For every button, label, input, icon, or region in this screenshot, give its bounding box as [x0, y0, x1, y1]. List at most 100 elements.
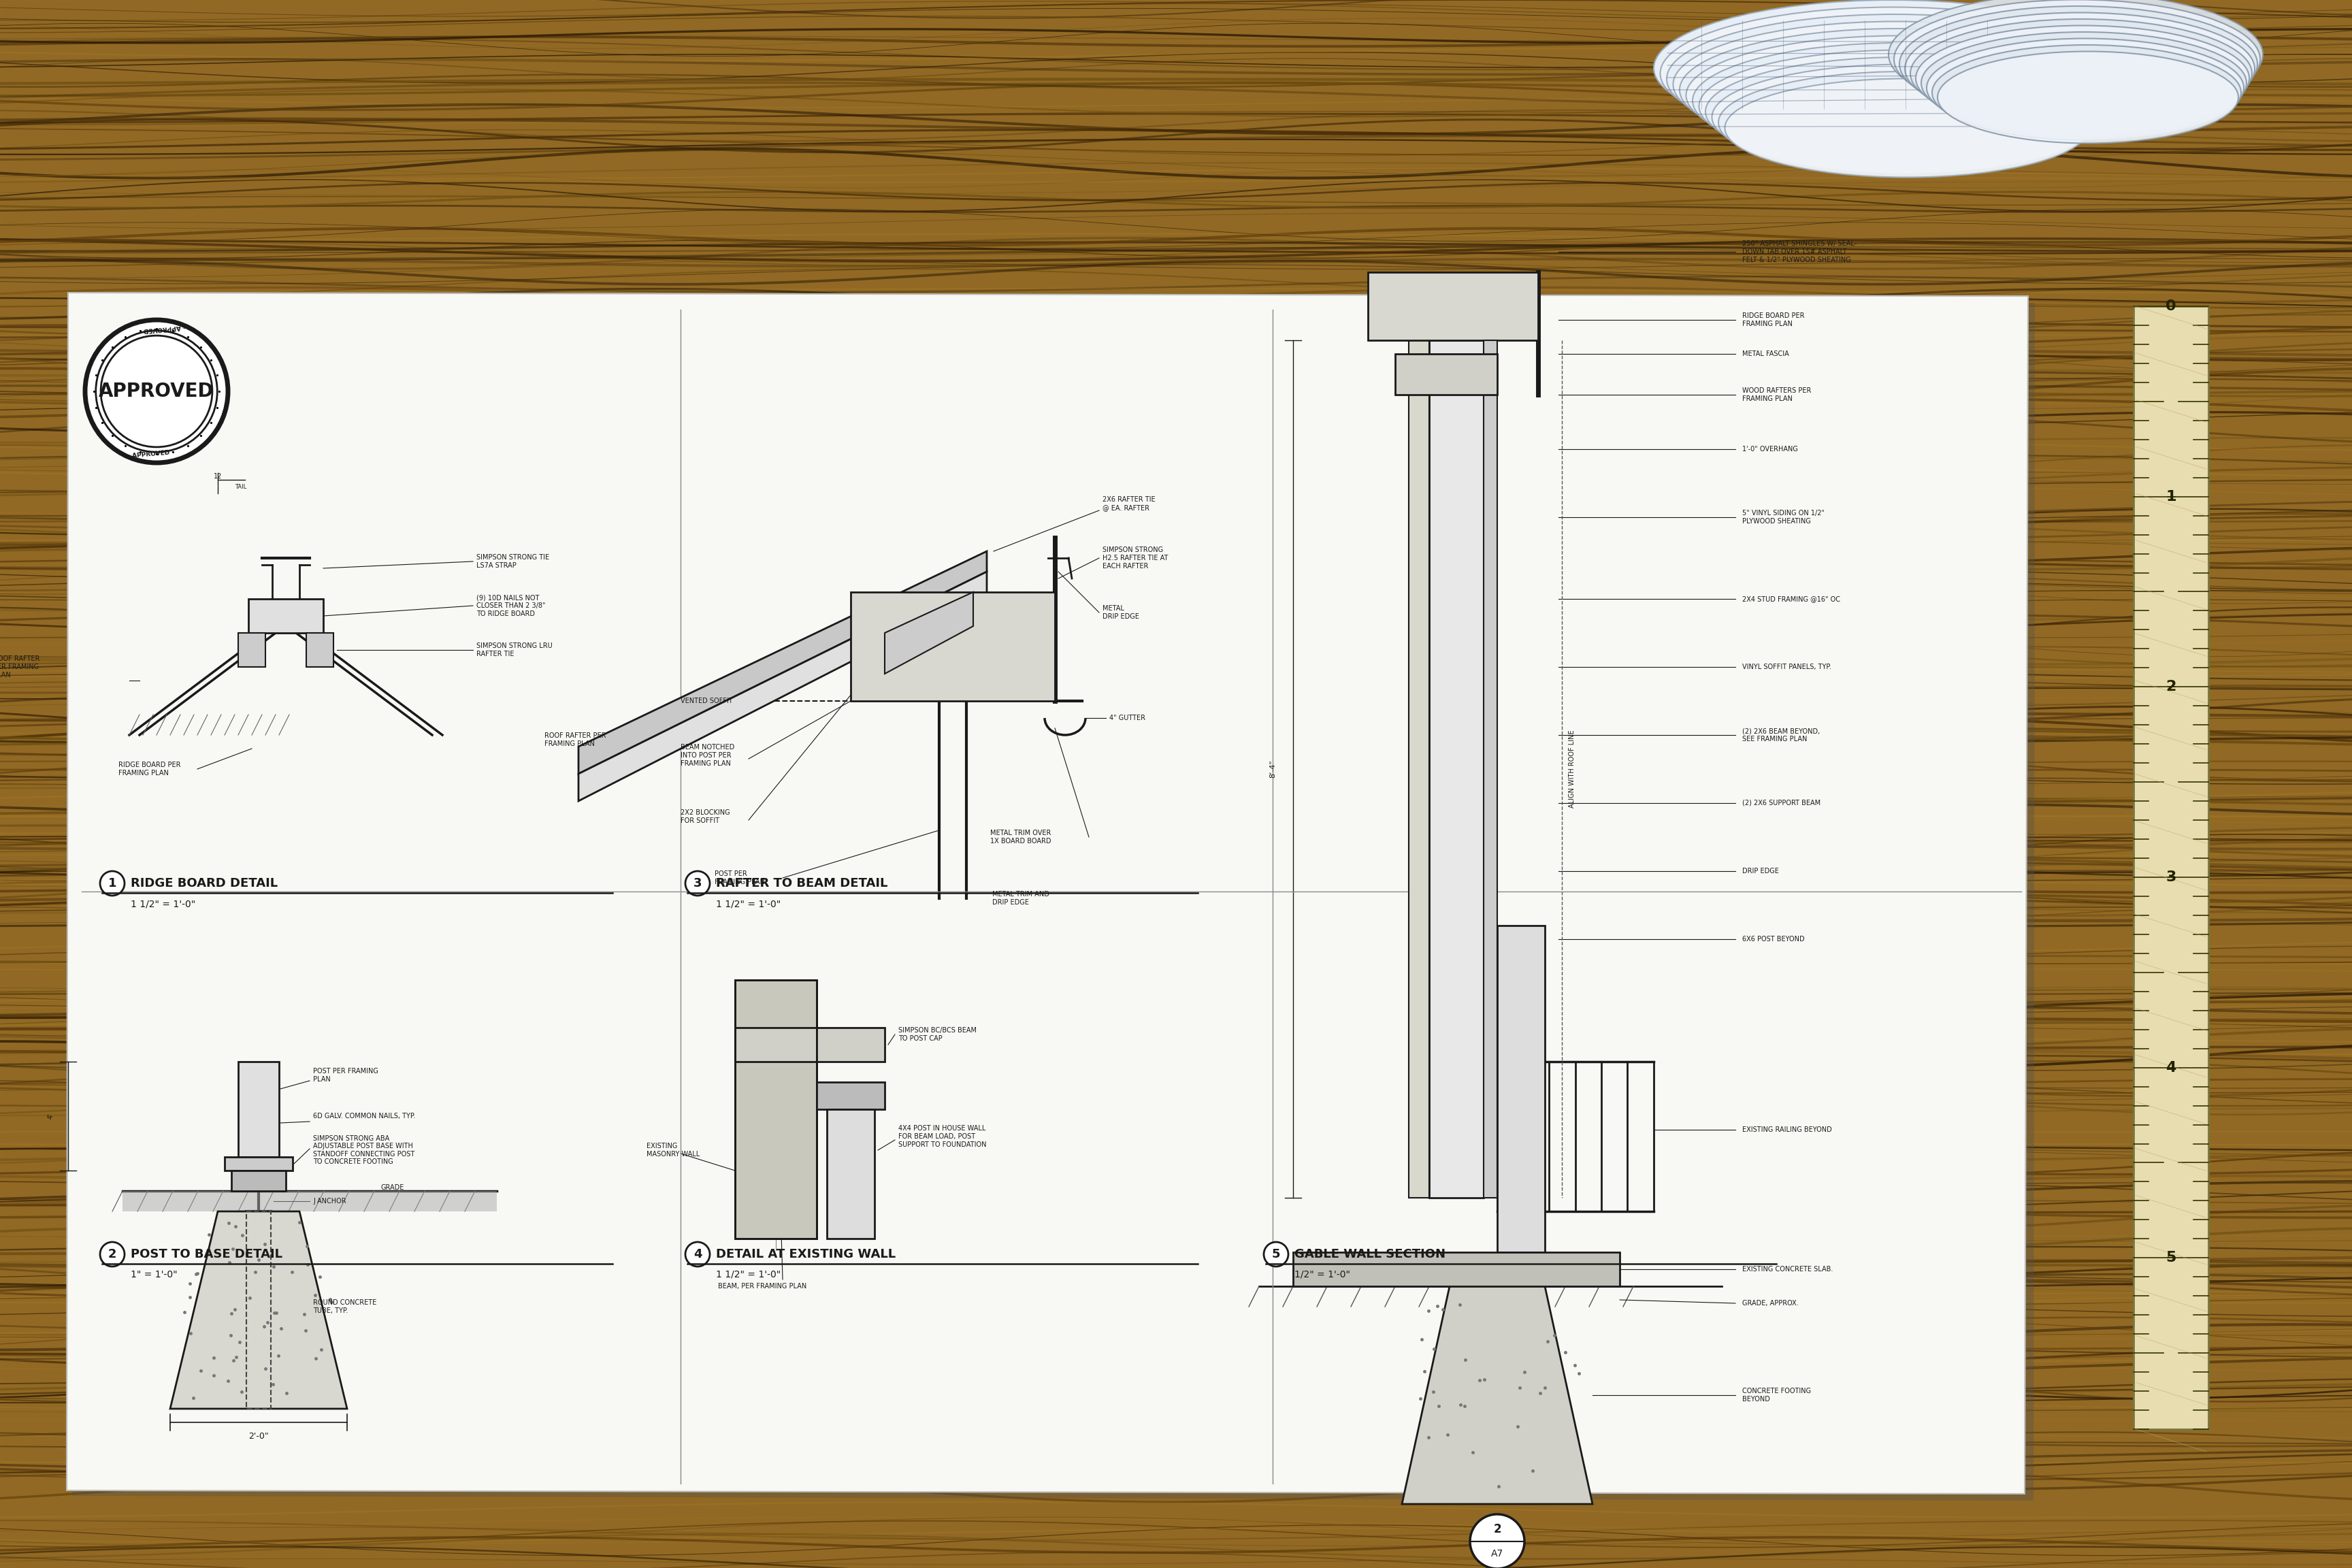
Ellipse shape [1661, 8, 2126, 140]
Text: SIMPSON BC/BCS BEAM
TO POST CAP: SIMPSON BC/BCS BEAM TO POST CAP [898, 1027, 976, 1041]
Polygon shape [223, 1157, 292, 1171]
Text: 4" GUTTER: 4" GUTTER [1110, 715, 1145, 721]
Text: 12: 12 [214, 474, 221, 480]
Ellipse shape [1900, 6, 2258, 122]
Text: 1: 1 [108, 877, 118, 889]
Text: 1 1/2" = 1'-0": 1 1/2" = 1'-0" [715, 898, 781, 908]
Text: WOOD RAFTERS PER
FRAMING PLAN: WOOD RAFTERS PER FRAMING PLAN [1743, 387, 1811, 401]
Circle shape [101, 1242, 125, 1267]
Ellipse shape [1893, 0, 2260, 119]
Circle shape [85, 320, 228, 463]
Ellipse shape [1653, 0, 2131, 136]
Text: 4X4 POST IN HOUSE WALL
FOR BEAM LOAD, POST
SUPPORT TO FOUNDATION: 4X4 POST IN HOUSE WALL FOR BEAM LOAD, PO… [898, 1126, 985, 1148]
Ellipse shape [1910, 19, 2251, 129]
Text: 1/2" = 1'-0": 1/2" = 1'-0" [1294, 1270, 1350, 1279]
Text: GRADE, APPROX.: GRADE, APPROX. [1743, 1300, 1799, 1306]
Text: 250° ASPHALT SHINGLES W/ SEAL-
DOWN TAB OVER 15# ASPHALT
FELT & 1/2" PLYWOOD SHE: 250° ASPHALT SHINGLES W/ SEAL- DOWN TAB … [1743, 240, 1856, 263]
Text: RIDGE BOARD DETAIL: RIDGE BOARD DETAIL [132, 877, 278, 889]
Text: 5: 5 [2166, 1251, 2176, 1265]
Ellipse shape [1917, 25, 2249, 132]
Text: POST TO BASE DETAIL: POST TO BASE DETAIL [132, 1248, 282, 1261]
Text: 5" VINYL SIDING ON 1/2"
PLYWOOD SHEATING: 5" VINYL SIDING ON 1/2" PLYWOOD SHEATING [1743, 510, 1825, 525]
Circle shape [1470, 1515, 1524, 1568]
Text: 2: 2 [1494, 1523, 1501, 1535]
Circle shape [684, 872, 710, 895]
Text: SIMPSON STRONG LRU
RAFTER TIE: SIMPSON STRONG LRU RAFTER TIE [477, 643, 553, 657]
Polygon shape [1430, 340, 1484, 1198]
Ellipse shape [1931, 45, 2241, 140]
Text: 3: 3 [694, 877, 701, 889]
Polygon shape [238, 633, 266, 666]
Text: J ANCHOR: J ANCHOR [313, 1198, 346, 1204]
Text: GRADE: GRADE [381, 1184, 405, 1192]
Text: 2'-0": 2'-0" [249, 1432, 268, 1441]
Ellipse shape [1926, 39, 2244, 136]
Text: 2X2 BLOCKING
FOR SOFFIT: 2X2 BLOCKING FOR SOFFIT [680, 809, 729, 825]
Text: 2X6 RAFTER TIE
@ EA. RAFTER: 2X6 RAFTER TIE @ EA. RAFTER [1103, 495, 1155, 511]
Text: POST PER FRAMING
PLAN: POST PER FRAMING PLAN [313, 1068, 379, 1082]
Text: RIDGE BOARD PER
FRAMING PLAN: RIDGE BOARD PER FRAMING PLAN [118, 762, 181, 776]
Text: ROOF RAFTER
PER FRAMING
PLAN: ROOF RAFTER PER FRAMING PLAN [0, 655, 40, 679]
Text: 8'-4": 8'-4" [1270, 760, 1277, 778]
Polygon shape [1484, 340, 1498, 1198]
Text: 2X4 STUD FRAMING @16" OC: 2X4 STUD FRAMING @16" OC [1743, 596, 1839, 602]
Polygon shape [884, 593, 974, 674]
Circle shape [1263, 1242, 1289, 1267]
Polygon shape [169, 1212, 348, 1408]
Ellipse shape [1889, 0, 2263, 116]
Text: METAL TRIM OVER
1X BOARD BOARD: METAL TRIM OVER 1X BOARD BOARD [990, 829, 1051, 845]
Text: (2) 2X6 SUPPORT BEAM: (2) 2X6 SUPPORT BEAM [1743, 800, 1820, 806]
Polygon shape [1498, 925, 1545, 1253]
Polygon shape [816, 1027, 884, 1062]
Polygon shape [66, 293, 2027, 1494]
Text: EXISTING RAILING BEYOND: EXISTING RAILING BEYOND [1743, 1126, 1832, 1134]
Text: 3: 3 [2166, 870, 2176, 884]
Polygon shape [851, 593, 1054, 701]
Text: METAL
DRIP EDGE: METAL DRIP EDGE [1103, 605, 1138, 619]
Polygon shape [579, 572, 988, 801]
Polygon shape [73, 298, 2034, 1501]
Text: SIMPSON STRONG ABA
ADJUSTABLE POST BASE WITH
STANDOFF CONNECTING POST
TO CONCRET: SIMPSON STRONG ABA ADJUSTABLE POST BASE … [313, 1135, 414, 1165]
Polygon shape [579, 552, 988, 773]
Text: DETAIL AT EXISTING WALL: DETAIL AT EXISTING WALL [715, 1248, 896, 1261]
Ellipse shape [1724, 78, 2089, 177]
Ellipse shape [1719, 72, 2093, 174]
Polygon shape [1395, 354, 1498, 395]
Polygon shape [828, 1109, 875, 1239]
Text: 1 1/2" = 1'-0": 1 1/2" = 1'-0" [132, 898, 195, 908]
Polygon shape [238, 1062, 280, 1157]
Text: ALIGN WITH ROOF LINE: ALIGN WITH ROOF LINE [1569, 731, 1576, 808]
Text: APPROVED: APPROVED [99, 381, 214, 401]
Polygon shape [1369, 273, 1538, 340]
Text: ROUND CONCRETE
TUBE, TYP.: ROUND CONCRETE TUBE, TYP. [313, 1300, 376, 1314]
Ellipse shape [1705, 56, 2100, 166]
Text: 4: 4 [2166, 1060, 2176, 1074]
Ellipse shape [1668, 14, 2122, 144]
Text: EXISTING
MASONRY WALL: EXISTING MASONRY WALL [647, 1143, 701, 1157]
Ellipse shape [1686, 36, 2112, 155]
Polygon shape [249, 599, 322, 633]
Text: 5: 5 [1272, 1248, 1279, 1261]
Text: 1 1/2" = 1'-0": 1 1/2" = 1'-0" [715, 1270, 781, 1279]
Text: VINYL SOFFIT PANELS, TYP.: VINYL SOFFIT PANELS, TYP. [1743, 663, 1832, 671]
Text: VENTED SOFFIT: VENTED SOFFIT [680, 698, 734, 704]
Text: · APPROVED ·: · APPROVED · [139, 323, 186, 334]
Text: SIMPSON STRONG TIE
LS7A STRAP: SIMPSON STRONG TIE LS7A STRAP [477, 554, 550, 569]
Text: (9) 10D NAILS NOT
CLOSER THAN 2 3/8"
TO RIDGE BOARD: (9) 10D NAILS NOT CLOSER THAN 2 3/8" TO … [477, 594, 546, 616]
Ellipse shape [1905, 13, 2256, 125]
Text: 0: 0 [2166, 299, 2176, 314]
Polygon shape [816, 1082, 884, 1109]
Ellipse shape [1698, 50, 2105, 163]
Text: 4: 4 [694, 1248, 701, 1261]
Text: RAFTER TO BEAM DETAIL: RAFTER TO BEAM DETAIL [715, 877, 887, 889]
Text: 6D GALV. COMMON NAILS, TYP.: 6D GALV. COMMON NAILS, TYP. [313, 1113, 416, 1120]
Polygon shape [306, 633, 334, 666]
Text: METAL FASCIA: METAL FASCIA [1743, 351, 1790, 358]
Text: DRIP EDGE: DRIP EDGE [1743, 867, 1778, 875]
Polygon shape [734, 1027, 816, 1062]
Ellipse shape [1679, 28, 2114, 151]
Polygon shape [1409, 340, 1430, 1198]
Text: 6X6 POST BEYOND: 6X6 POST BEYOND [1743, 936, 1804, 942]
Text: CONCRETE FOOTING
BEYOND: CONCRETE FOOTING BEYOND [1743, 1388, 1811, 1402]
Text: 4': 4' [47, 1113, 54, 1120]
